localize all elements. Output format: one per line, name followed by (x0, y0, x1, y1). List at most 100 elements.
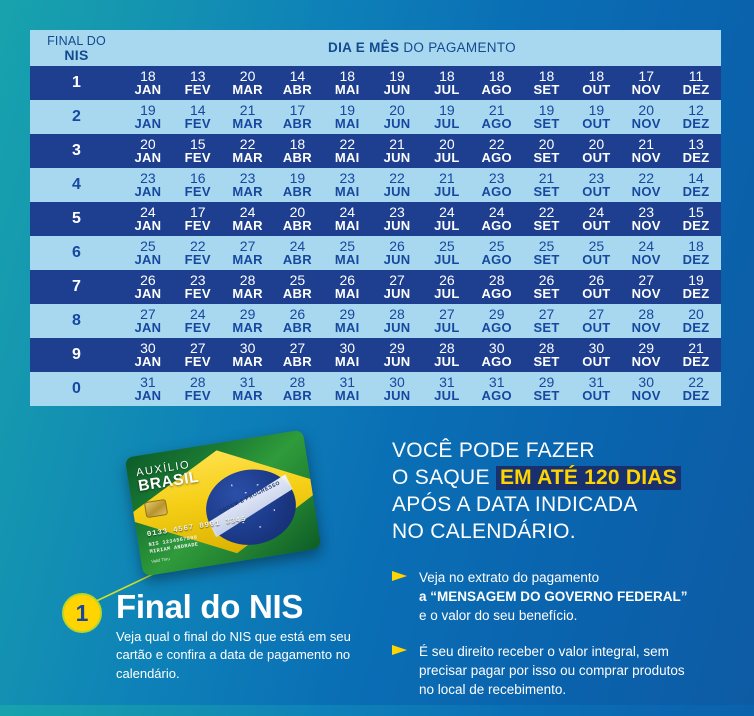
payment-month: SET (533, 82, 560, 97)
payment-day: 19 (140, 102, 156, 118)
payment-month: OUT (582, 354, 611, 369)
payment-month: JUL (434, 388, 460, 403)
payment-day: 23 (638, 204, 654, 220)
calendar-row-nis-3: 3 20 JAN 15 FEV 22 MAR 18 ABR 22 MAI 21 JUN 20 JUL 22 AG… (30, 134, 721, 168)
payment-month: NOV (631, 320, 661, 335)
payment-day: 28 (239, 272, 256, 288)
calendar-row-nis-5: 5 24 JAN 17 FEV 24 MAR 20 ABR 24 MAI 23 JUN 24 JUL 24 AG… (30, 202, 721, 236)
payment-date-cell: 18 JAN (123, 66, 173, 100)
payment-day: 16 (189, 170, 206, 186)
payment-month: MAI (334, 82, 360, 97)
payment-day: 30 (588, 340, 605, 356)
payment-month: MAR (232, 184, 263, 199)
promo-line-2-prefix: O SAQUE (392, 465, 496, 489)
payment-month: AGO (481, 150, 512, 165)
payment-date-cell: 19 SET (522, 100, 572, 134)
payment-month: FEV (184, 116, 211, 131)
payment-month: JUN (383, 354, 411, 369)
payment-month: DEZ (682, 354, 710, 369)
payment-day: 22 (638, 170, 654, 186)
payment-month: JUL (434, 82, 460, 97)
payment-day: 22 (688, 374, 704, 390)
payment-day: 19 (588, 102, 605, 118)
payment-date-cell: 15 FEV (173, 134, 223, 168)
payment-date-cell: 16 FEV (173, 168, 223, 202)
step-title: Final do NIS (116, 588, 304, 625)
payment-day: 23 (339, 170, 356, 186)
payment-day: 20 (140, 136, 156, 152)
header-title-rest: DO PAGAMENTO (399, 39, 516, 55)
bullet-text-2: a “MENSAGEM DO GOVERNO FEDERAL” (419, 588, 688, 604)
payment-month: JAN (134, 184, 162, 199)
payment-date-cell: 26 ABR (272, 304, 322, 338)
payment-date-cell: 28 JUL (422, 338, 472, 372)
payment-day: 25 (439, 238, 455, 254)
payment-month: AGO (481, 388, 512, 403)
payment-date-cell: 27 NOV (621, 270, 671, 304)
bullet-text-2: precisar pagar por isso ou comprar produ… (419, 663, 685, 679)
payment-date-cell: 26 JAN (123, 270, 173, 304)
calendar-body: 1 18 JAN 13 FEV 20 MAR 14 ABR 18 MAI 19 JUN 18 JUL 18 AG… (30, 66, 721, 406)
nis-digit-cell: 0 (72, 380, 81, 397)
payment-month: MAI (334, 150, 360, 165)
payment-month: FEV (184, 320, 211, 335)
payment-day: 28 (538, 340, 555, 356)
payment-day: 18 (488, 68, 505, 84)
payment-date-cell: 27 MAR (223, 236, 273, 270)
calendar-header-row: FINAL DO NIS DIA E MÊS DO PAGAMENTO (30, 30, 721, 66)
payment-month: ABR (282, 354, 312, 369)
payment-month: NOV (631, 388, 661, 403)
payment-month: JAN (134, 218, 162, 233)
payment-date-cell: 20 JUL (422, 134, 472, 168)
payment-day: 21 (439, 170, 455, 186)
payment-date-cell: 27 JUN (372, 270, 422, 304)
payment-month: FEV (184, 286, 211, 301)
payment-date-cell: 18 OUT (571, 66, 621, 100)
payment-month: FEV (184, 388, 211, 403)
payment-month: OUT (582, 320, 611, 335)
payment-month: NOV (631, 116, 661, 131)
payment-month: SET (533, 252, 560, 267)
payment-day: 18 (688, 238, 704, 254)
payment-day: 18 (140, 68, 156, 84)
payment-month: OUT (582, 286, 611, 301)
payment-day: 21 (239, 102, 256, 118)
payment-date-cell: 28 MAR (223, 270, 273, 304)
payment-month: JUN (383, 252, 411, 267)
payment-month: NOV (631, 184, 661, 199)
payment-month: FEV (184, 218, 211, 233)
payment-day: 14 (289, 68, 306, 84)
payment-day: 18 (339, 68, 356, 84)
payment-date-cell: 30 JAN (123, 338, 173, 372)
payment-date-cell: 31 MAR (223, 372, 273, 406)
payment-month: SET (533, 388, 560, 403)
payment-date-cell: 23 JAN (123, 168, 173, 202)
payment-month: JUL (434, 150, 460, 165)
payment-day: 27 (389, 272, 405, 288)
payment-month: JUN (383, 184, 411, 199)
payment-date-cell: 28 SET (522, 338, 572, 372)
payment-date-cell: 29 MAI (322, 304, 372, 338)
payment-day: 30 (339, 340, 356, 356)
payment-date-cell: 20 ABR (272, 202, 322, 236)
payment-date-cell: 24 AGO (472, 202, 522, 236)
payment-month: MAR (232, 116, 263, 131)
payment-day: 26 (289, 306, 306, 322)
payment-month: JAN (134, 388, 162, 403)
payment-month: AGO (481, 286, 512, 301)
payment-month: FEV (184, 184, 211, 199)
payment-month: AGO (481, 184, 512, 199)
payment-month: JUL (434, 354, 460, 369)
payment-month: MAI (334, 320, 360, 335)
payment-date-cell: 21 NOV (621, 134, 671, 168)
payment-date-cell: 18 DEZ (671, 236, 721, 270)
payment-month: SET (533, 320, 560, 335)
payment-day: 13 (688, 136, 704, 152)
payment-month: MAI (334, 184, 360, 199)
payment-month: DEZ (682, 82, 710, 97)
payment-day: 23 (488, 170, 505, 186)
payment-month: MAR (232, 286, 263, 301)
header-nis-line1: FINAL DO (47, 34, 106, 49)
payment-day: 27 (289, 340, 306, 356)
payment-date-cell: 20 JAN (123, 134, 173, 168)
